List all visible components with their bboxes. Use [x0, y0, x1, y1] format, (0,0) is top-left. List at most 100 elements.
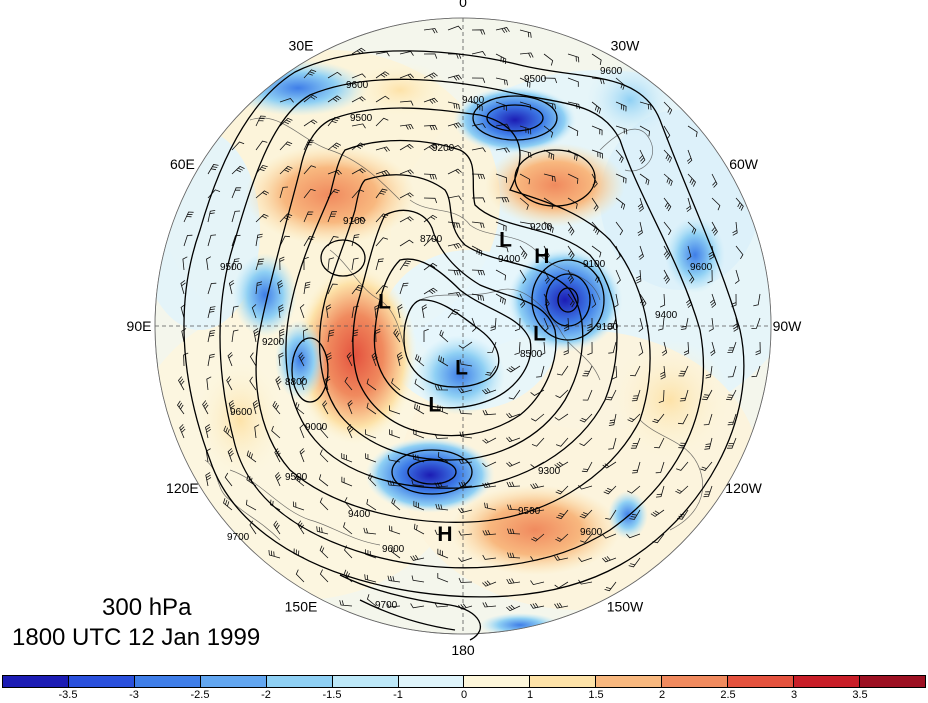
- wind-barbs: [177, 25, 761, 612]
- wind-barb: [710, 341, 716, 356]
- wind-barb: [375, 71, 390, 79]
- wind-barb: [663, 197, 672, 212]
- wind-barb: [249, 352, 257, 367]
- wind-barb: [231, 141, 245, 151]
- longitude-label: 30E: [289, 37, 314, 53]
- wind-barb: [351, 168, 366, 175]
- wind-barb: [365, 429, 377, 439]
- wind-barb: [582, 365, 593, 377]
- wind-barb: [519, 77, 531, 88]
- wind-barb: [607, 317, 617, 330]
- wind-barb: [327, 142, 341, 151]
- wind-barb: [659, 293, 666, 308]
- wind-barb: [471, 293, 485, 301]
- wind-barb: [581, 461, 593, 473]
- wind-barb: [579, 437, 593, 447]
- wind-barb: [423, 97, 438, 104]
- high-center-label: H: [534, 245, 549, 268]
- colorbar-segment: [794, 676, 860, 687]
- wind-barb: [182, 256, 188, 271]
- wind-barb: [495, 77, 508, 86]
- colorbar-segment: [398, 676, 465, 687]
- wind-barb: [602, 533, 617, 539]
- wind-barb: [303, 69, 317, 79]
- wind-barb: [567, 77, 579, 87]
- wind-barb: [704, 437, 713, 450]
- colorbar-tick-label: -3.5: [58, 689, 78, 701]
- wind-barb: [299, 376, 306, 391]
- wind-barb: [701, 389, 713, 401]
- contour-label: 9200: [262, 337, 285, 348]
- wind-barb: [637, 221, 643, 236]
- wind-barb: [271, 425, 281, 439]
- contour-label: 9400: [655, 310, 678, 321]
- wind-barb: [273, 520, 281, 535]
- wind-barb: [630, 365, 641, 377]
- wind-barb: [327, 257, 335, 271]
- wind-barb: [578, 579, 593, 585]
- wind-barb: [686, 245, 692, 260]
- wind-barb: [638, 317, 644, 332]
- wind-barb: [410, 603, 425, 609]
- wind-barb: [591, 101, 602, 114]
- colorbar-segment: [530, 676, 597, 687]
- wind-barb: [556, 365, 569, 376]
- colorbar-segment: [464, 676, 531, 687]
- contour-label: 9700: [227, 532, 250, 543]
- contour-label: 9000: [305, 422, 328, 433]
- wind-barb: [554, 602, 569, 609]
- wind-barb: [327, 71, 342, 79]
- wind-barb: [255, 233, 263, 247]
- contour-label: 9600: [230, 407, 253, 418]
- wind-barb: [413, 523, 425, 535]
- wind-barb: [339, 600, 353, 607]
- wind-barb: [375, 95, 390, 103]
- wind-barb: [447, 101, 460, 110]
- wind-barb: [278, 352, 284, 367]
- contour-label: 9400: [462, 95, 485, 106]
- wind-barb: [727, 341, 737, 353]
- wind-barb: [423, 328, 429, 342]
- wind-barb: [303, 94, 318, 103]
- wind-barb: [482, 529, 497, 536]
- wind-barb: [410, 554, 425, 561]
- wind-barb: [508, 389, 521, 400]
- wind-barb: [732, 317, 739, 332]
- wind-barb: [177, 400, 185, 415]
- wind-barb: [708, 317, 714, 332]
- wind-barb: [530, 482, 545, 489]
- wind-barb: [351, 73, 366, 79]
- wind-barb: [459, 359, 473, 367]
- wind-barb: [231, 329, 239, 343]
- wind-barb: [482, 554, 497, 560]
- wind-barb: [591, 197, 599, 212]
- wind-barb: [677, 413, 689, 425]
- wind-barb: [255, 164, 268, 175]
- wind-barb: [602, 556, 617, 563]
- wind-barb: [447, 122, 462, 129]
- wind-barb: [734, 269, 740, 284]
- wind-barb: [519, 52, 534, 58]
- wind-barb: [471, 51, 486, 56]
- wind-barb: [615, 269, 621, 284]
- wind-barb: [292, 501, 305, 511]
- wind-barb: [351, 123, 366, 129]
- wind-barb: [514, 317, 521, 332]
- wind-barb: [423, 28, 438, 34]
- wind-barb: [375, 188, 388, 199]
- contour-label: 9500: [350, 113, 373, 124]
- wind-barb: [375, 117, 389, 127]
- wind-barb: [663, 125, 671, 140]
- wind-barb: [663, 221, 672, 236]
- wind-barb: [447, 291, 462, 298]
- wind-barb: [495, 147, 510, 153]
- wind-barb: [495, 221, 507, 232]
- wind-barb: [223, 498, 233, 511]
- wind-barb: [654, 437, 665, 449]
- wind-barb: [471, 173, 486, 180]
- wind-barb: [675, 485, 689, 494]
- wind-barb: [606, 389, 617, 401]
- wind-barb: [735, 245, 744, 260]
- wind-barb: [399, 73, 414, 79]
- wind-barb: [495, 293, 506, 305]
